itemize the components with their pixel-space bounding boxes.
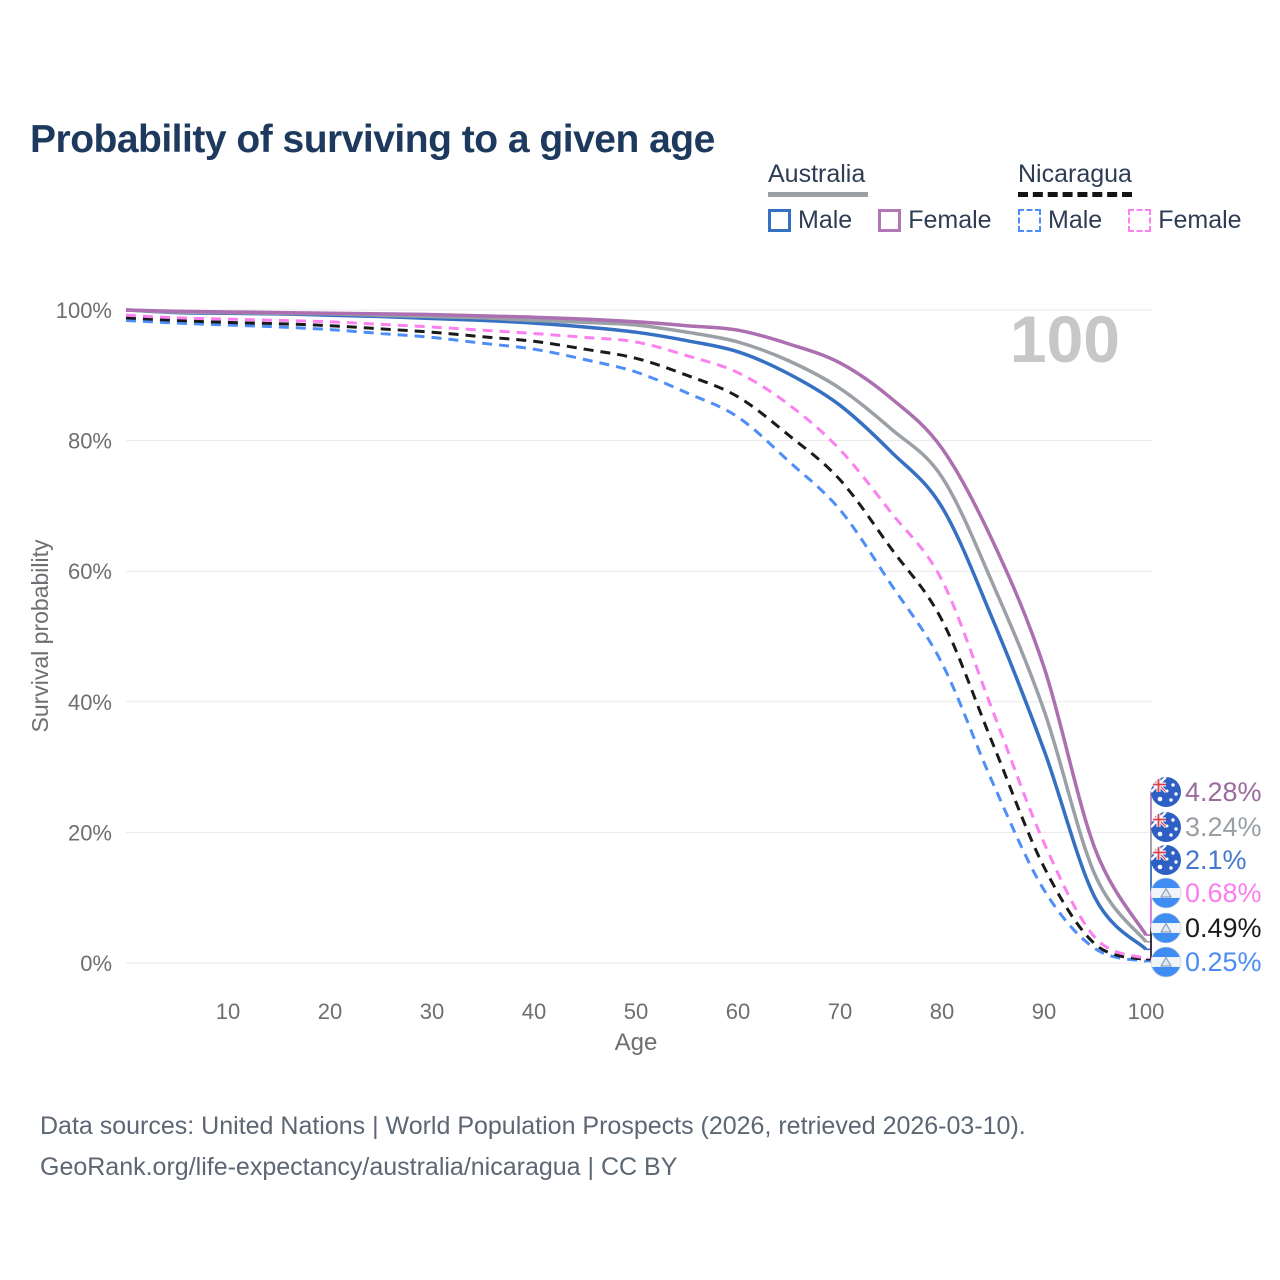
survival-curve-australia-female bbox=[125, 308, 1148, 937]
australia-flag-icon bbox=[1151, 812, 1181, 842]
end-label-australia-female: 4.28% bbox=[1185, 777, 1262, 807]
y-tick-label-0: 0% bbox=[80, 951, 112, 976]
australia-flag-icon bbox=[1151, 777, 1181, 807]
end-label-australia-male: 2.1% bbox=[1185, 845, 1247, 875]
legend-title-nicaragua: Nicaragua bbox=[1018, 160, 1132, 197]
y-tick-label-20: 20% bbox=[68, 820, 112, 845]
checkbox-nicaragua-female[interactable] bbox=[1128, 209, 1152, 232]
legend-items-nicaragua: Male Female bbox=[1018, 206, 1242, 235]
legend-item-australia-male[interactable]: Male bbox=[768, 206, 852, 235]
legend-label-nicaragua-female: Female bbox=[1158, 206, 1242, 234]
flag-outline bbox=[1150, 912, 1182, 944]
legend-item-nicaragua-male[interactable]: Male bbox=[1018, 206, 1102, 235]
australia-flag-icon bbox=[1151, 845, 1181, 875]
data-sources-line: Data sources: United Nations | World Pop… bbox=[40, 1112, 1026, 1140]
legend-items-australia: Male Female bbox=[768, 206, 992, 235]
x-axis-title: Age bbox=[615, 1029, 658, 1056]
checkbox-australia-male[interactable] bbox=[768, 209, 791, 232]
x-tick-label-20: 20 bbox=[318, 999, 342, 1024]
legend-title-australia: Australia bbox=[768, 160, 868, 197]
x-tick-label-10: 10 bbox=[216, 999, 240, 1024]
nicaragua-flag-icon bbox=[1151, 878, 1181, 908]
end-label-australia-both: 3.24% bbox=[1185, 812, 1262, 842]
end-label-nicaragua-both: 0.49% bbox=[1185, 913, 1262, 943]
flag-outline bbox=[1150, 877, 1182, 909]
legend-item-nicaragua-female[interactable]: Female bbox=[1128, 206, 1242, 235]
x-tick-label-70: 70 bbox=[828, 999, 852, 1024]
flag-outline bbox=[1150, 946, 1182, 978]
checkbox-nicaragua-male[interactable] bbox=[1018, 209, 1041, 232]
y-tick-label-100: 100% bbox=[56, 298, 112, 323]
survival-curve-nicaragua-female bbox=[125, 313, 1147, 961]
end-label-nicaragua-male: 0.25% bbox=[1185, 947, 1262, 977]
x-tick-label-40: 40 bbox=[522, 999, 546, 1024]
x-tick-label-80: 80 bbox=[930, 999, 954, 1024]
survival-curve-nicaragua-both bbox=[125, 316, 1147, 962]
y-axis-title: Survival probability bbox=[27, 539, 53, 733]
nicaragua-flag-icon bbox=[1151, 947, 1181, 977]
x-tick-label-50: 50 bbox=[624, 999, 648, 1024]
y-tick-label-60: 60% bbox=[68, 559, 112, 584]
page-title: Probability of surviving to a given age bbox=[30, 118, 715, 162]
plot-area[interactable] bbox=[126, 310, 1146, 963]
y-tick-label-40: 40% bbox=[68, 690, 112, 715]
chart-footer: Data sources: United Nations | World Pop… bbox=[40, 1106, 1026, 1188]
x-tick-label-60: 60 bbox=[726, 999, 750, 1024]
checkbox-australia-female[interactable] bbox=[878, 209, 902, 232]
x-tick-label-90: 90 bbox=[1032, 999, 1056, 1024]
x-tick-label-100: 100 bbox=[1128, 999, 1165, 1024]
hovered-age-watermark: 100 bbox=[1010, 302, 1120, 376]
y-tick-label-80: 80% bbox=[68, 429, 112, 454]
legend-group-australia: Australia Male Female bbox=[768, 160, 992, 235]
x-tick-label-30: 30 bbox=[420, 999, 444, 1024]
legend-label-nicaragua-male: Male bbox=[1048, 206, 1103, 234]
survival-curve-nicaragua-male bbox=[125, 318, 1147, 963]
attribution-line: GeoRank.org/life-expectancy/australia/ni… bbox=[40, 1153, 678, 1181]
legend-item-australia-female[interactable]: Female bbox=[878, 206, 992, 235]
nicaragua-flag-icon bbox=[1151, 913, 1181, 943]
legend-label-australia-female: Female bbox=[908, 206, 992, 234]
end-label-nicaragua-female: 0.68% bbox=[1185, 878, 1262, 908]
legend-label-australia-male: Male bbox=[798, 206, 853, 234]
legend-group-nicaragua: Nicaragua Male Female bbox=[1018, 160, 1242, 235]
